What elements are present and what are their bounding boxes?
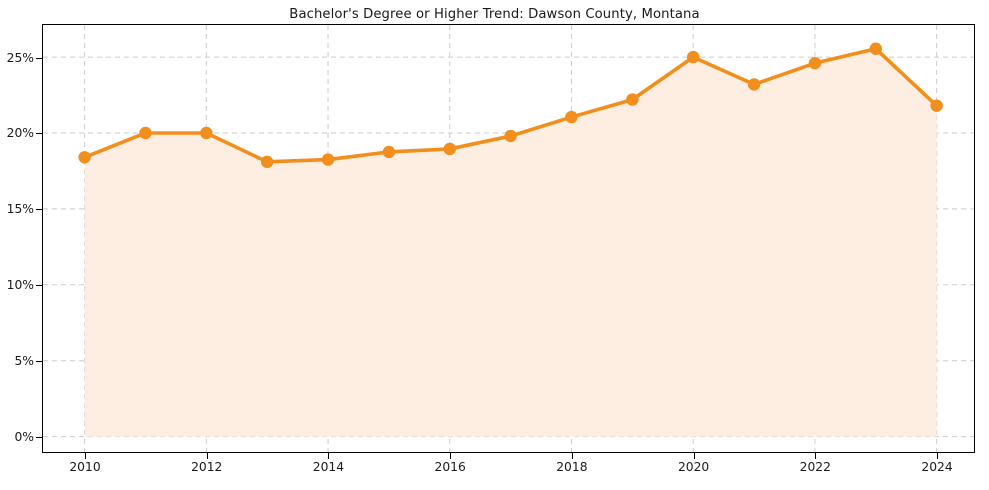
x-axis-tick-mark bbox=[571, 453, 573, 459]
data-point-marker bbox=[565, 110, 578, 124]
x-axis-tick-label: 2010 bbox=[69, 460, 101, 474]
x-axis-tick-label: 2022 bbox=[799, 460, 831, 474]
data-point-marker bbox=[382, 145, 396, 159]
y-axis-tick-label: 10% bbox=[6, 278, 34, 293]
y-axis-tick-mark bbox=[36, 133, 42, 135]
data-point-marker bbox=[504, 129, 517, 143]
y-axis-tick-label: 5% bbox=[14, 354, 34, 369]
data-point-marker bbox=[260, 155, 274, 169]
x-axis-tick-mark bbox=[937, 453, 939, 459]
x-axis-tick-label: 2024 bbox=[921, 460, 953, 474]
x-axis-tick-mark bbox=[815, 453, 817, 459]
data-point-marker bbox=[78, 151, 91, 164]
x-axis-tick-mark bbox=[85, 453, 86, 459]
y-axis-tick-mark bbox=[36, 285, 42, 287]
data-point-marker bbox=[930, 99, 943, 112]
data-point-marker bbox=[443, 142, 456, 156]
x-axis-tick-mark bbox=[450, 453, 452, 459]
x-axis-tick-label: 2012 bbox=[191, 460, 223, 474]
data-point-marker bbox=[687, 50, 700, 64]
y-axis-tick-mark bbox=[36, 57, 42, 59]
data-point-markers bbox=[78, 42, 943, 169]
x-axis-tick-mark bbox=[206, 453, 208, 459]
chart-title: Bachelor's Degree or Higher Trend: Dawso… bbox=[289, 7, 700, 22]
line-chart-svg bbox=[43, 25, 974, 452]
area-fill bbox=[84, 48, 937, 437]
y-axis-tick-label: 20% bbox=[6, 126, 34, 141]
x-axis-tick-label: 2018 bbox=[556, 460, 588, 474]
data-point-marker bbox=[321, 153, 335, 166]
data-point-marker bbox=[808, 56, 822, 70]
y-axis-tick-mark bbox=[36, 361, 42, 363]
x-axis-tick-mark bbox=[693, 453, 695, 459]
y-axis-tick-labels: 0% 5% 10% 15% 20% 25% bbox=[0, 0, 34, 490]
x-axis-tick-mark bbox=[328, 453, 330, 459]
x-axis-tick-label: 2020 bbox=[677, 460, 710, 474]
data-point-marker bbox=[869, 42, 882, 55]
y-axis-tick-mark bbox=[36, 209, 42, 211]
plot-area bbox=[42, 24, 975, 453]
y-axis-tick-label: 15% bbox=[6, 202, 34, 217]
data-point-marker bbox=[200, 126, 213, 140]
x-axis-tick-label: 2014 bbox=[312, 460, 345, 474]
y-axis-tick-mark bbox=[36, 437, 42, 438]
y-axis-tick-label: 0% bbox=[14, 430, 34, 444]
data-point-marker bbox=[747, 78, 761, 91]
x-axis-tick-label: 2016 bbox=[434, 460, 466, 474]
data-point-marker bbox=[139, 126, 152, 140]
y-axis-tick-label: 25% bbox=[6, 50, 34, 65]
data-point-marker bbox=[626, 93, 639, 106]
